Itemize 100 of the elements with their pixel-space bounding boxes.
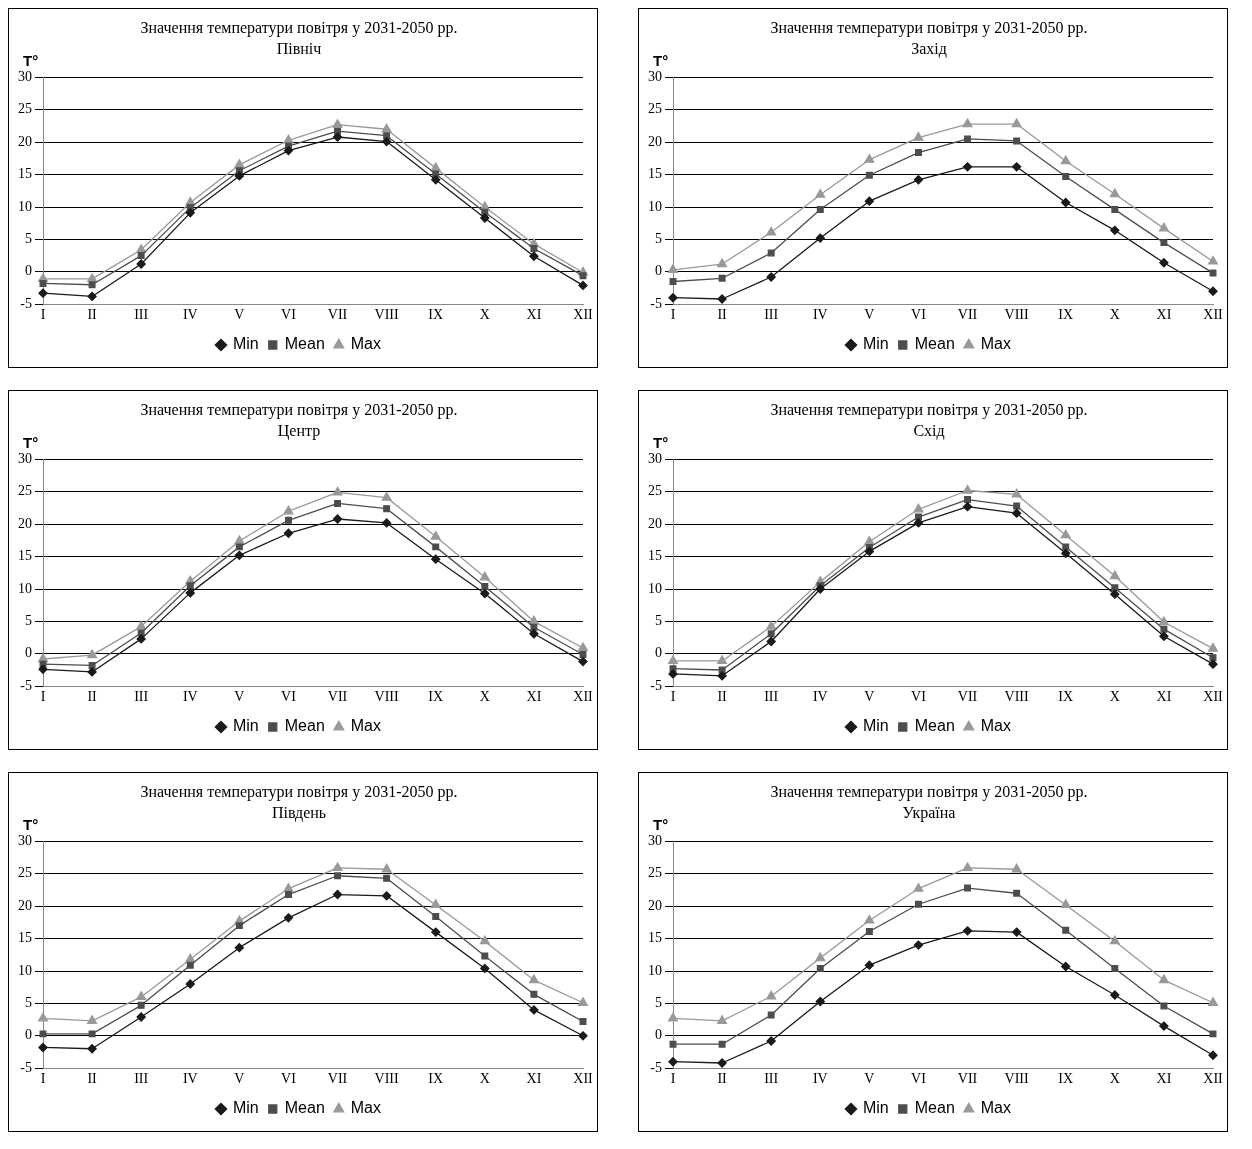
legend-label: Max <box>350 717 382 735</box>
y-axis-title: T° <box>23 816 39 834</box>
chart-title: Значення температури повітря у 2031-2050 рр. <box>770 400 1088 419</box>
y-tick-label: 15 <box>648 930 662 946</box>
y-tick-label: 25 <box>648 483 662 499</box>
x-tick-label: VIII <box>1004 1071 1030 1087</box>
x-tick-label: II <box>717 1071 728 1087</box>
y-tick-label: 30 <box>18 833 32 849</box>
y-tick-label: 30 <box>648 69 662 85</box>
y-tick-label: -5 <box>650 1059 662 1075</box>
legend-label: Mean <box>914 1099 955 1117</box>
y-tick-label: -5 <box>20 295 32 311</box>
x-tick-label: IX <box>428 307 444 323</box>
x-tick-label: I <box>670 689 676 705</box>
legend-label: Min <box>862 717 889 735</box>
x-tick-label: X <box>479 689 490 705</box>
chart-title: Значення температури повітря у 2031-2050 рр. <box>770 18 1088 37</box>
y-tick-label: 10 <box>18 962 32 978</box>
x-tick-label: V <box>234 1071 245 1087</box>
x-tick-label: X <box>1109 1071 1120 1087</box>
y-tick-label: 25 <box>18 865 32 881</box>
y-tick-label: 10 <box>648 962 662 978</box>
x-tick-label: VII <box>327 307 348 323</box>
x-tick-label: XII <box>1203 1071 1224 1087</box>
y-tick-label: 15 <box>18 166 32 182</box>
x-tick-label: XII <box>573 689 594 705</box>
x-tick-label: VI <box>911 689 927 705</box>
y-tick-label: 5 <box>25 231 32 247</box>
x-tick-label: XII <box>1203 307 1224 323</box>
x-tick-label: I <box>40 1071 46 1087</box>
chart-title: Значення температури повітря у 2031-2050 рр. <box>140 782 458 801</box>
chart-subtitle: Схід <box>913 422 945 440</box>
x-tick-label: VIII <box>1004 307 1030 323</box>
x-tick-label: VI <box>281 307 297 323</box>
y-tick-label: 15 <box>648 548 662 564</box>
legend-label: Min <box>232 335 259 353</box>
x-tick-label: VI <box>281 1071 297 1087</box>
x-tick-label: XI <box>1156 1071 1172 1087</box>
y-tick-label: 20 <box>648 133 662 149</box>
x-tick-label: VI <box>911 1071 927 1087</box>
y-axis-title: T° <box>23 52 39 70</box>
legend-label: Mean <box>284 1099 325 1117</box>
x-tick-label: VII <box>327 689 348 705</box>
x-tick-label: II <box>717 307 728 323</box>
y-tick-label: 25 <box>18 101 32 117</box>
x-tick-label: XI <box>526 1071 542 1087</box>
x-tick-label: X <box>1109 689 1120 705</box>
y-tick-label: 10 <box>648 198 662 214</box>
x-tick-label: IV <box>812 1071 828 1087</box>
x-tick-label: XI <box>526 307 542 323</box>
x-tick-label: V <box>864 1071 875 1087</box>
x-tick-label: XII <box>1203 689 1224 705</box>
x-tick-label: III <box>134 689 149 705</box>
legend-label: Max <box>980 1099 1012 1117</box>
x-tick-label: IV <box>812 307 828 323</box>
y-tick-label: 0 <box>655 1027 662 1043</box>
x-tick-label: VI <box>281 689 297 705</box>
y-tick-label: -5 <box>650 295 662 311</box>
x-tick-label: IX <box>1058 689 1074 705</box>
y-tick-label: -5 <box>20 1059 32 1075</box>
x-tick-label: VII <box>957 1071 978 1087</box>
legend-label: Min <box>862 335 889 353</box>
x-tick-label: XI <box>526 689 542 705</box>
y-tick-label: 20 <box>18 897 32 913</box>
y-tick-label: 20 <box>18 133 32 149</box>
y-tick-label: 30 <box>648 451 662 467</box>
y-tick-label: 5 <box>655 995 662 1011</box>
y-tick-label: 15 <box>18 548 32 564</box>
x-tick-label: II <box>717 689 728 705</box>
x-tick-label: VII <box>327 1071 348 1087</box>
x-tick-label: VIII <box>374 689 400 705</box>
x-tick-label: X <box>479 307 490 323</box>
x-tick-label: IV <box>812 689 828 705</box>
y-tick-label: 5 <box>655 613 662 629</box>
legend-label: Max <box>350 335 382 353</box>
y-tick-label: 0 <box>655 263 662 279</box>
y-tick-label: 20 <box>648 897 662 913</box>
x-tick-label: V <box>864 307 875 323</box>
y-tick-label: -5 <box>650 677 662 693</box>
x-tick-label: I <box>40 307 46 323</box>
legend-label: Mean <box>284 335 325 353</box>
x-tick-label: VIII <box>374 1071 400 1087</box>
legend-label: Max <box>980 335 1012 353</box>
x-tick-label: X <box>1109 307 1120 323</box>
x-tick-label: III <box>764 1071 779 1087</box>
x-tick-label: IV <box>182 689 198 705</box>
y-tick-label: 0 <box>25 263 32 279</box>
legend-label: Max <box>350 1099 382 1117</box>
y-axis-title: T° <box>653 816 669 834</box>
x-tick-label: VII <box>957 307 978 323</box>
y-tick-label: 15 <box>18 930 32 946</box>
x-tick-label: VIII <box>1004 689 1030 705</box>
x-tick-label: II <box>87 689 98 705</box>
x-tick-label: I <box>670 307 676 323</box>
y-tick-label: 20 <box>648 515 662 531</box>
x-tick-label: XII <box>573 307 594 323</box>
x-tick-label: IX <box>1058 1071 1074 1087</box>
y-tick-label: 25 <box>648 865 662 881</box>
x-tick-label: VIII <box>374 307 400 323</box>
y-tick-label: 30 <box>18 451 32 467</box>
